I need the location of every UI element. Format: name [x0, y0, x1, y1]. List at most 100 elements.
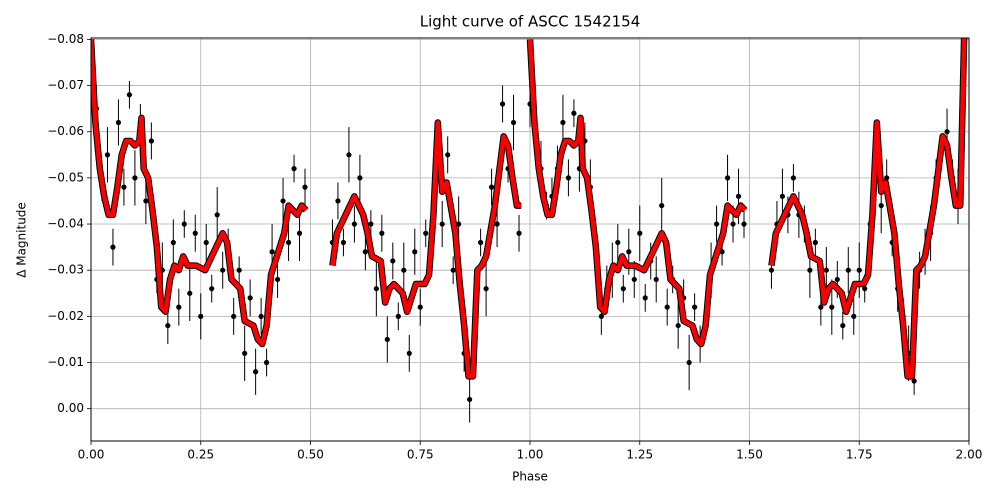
data-point — [692, 293, 698, 321]
point — [884, 175, 890, 181]
point — [571, 110, 577, 116]
data-point — [181, 210, 187, 238]
data-point — [856, 242, 862, 298]
data-point — [231, 297, 237, 335]
point — [653, 276, 659, 283]
plot-area — [91, 38, 968, 423]
data-point — [390, 242, 396, 280]
data-point — [724, 154, 731, 201]
point — [615, 239, 621, 246]
point — [269, 249, 275, 255]
y-tick-label: −0.04 — [47, 217, 84, 231]
point — [467, 396, 473, 403]
data-point — [675, 302, 681, 349]
point — [280, 198, 286, 204]
data-point — [148, 122, 154, 160]
data-point — [571, 99, 577, 128]
data-point — [812, 228, 818, 257]
data-point — [417, 288, 423, 326]
data-point — [653, 256, 659, 303]
point — [115, 119, 122, 126]
point — [713, 221, 720, 227]
point — [730, 221, 736, 227]
point — [132, 175, 138, 181]
data-point — [423, 219, 429, 248]
point — [423, 230, 429, 236]
data-point — [445, 136, 451, 174]
point — [735, 193, 742, 199]
data-point — [198, 293, 204, 340]
point — [264, 359, 270, 366]
y-tick-label: −0.08 — [47, 32, 84, 46]
point — [395, 313, 401, 319]
point — [291, 166, 297, 172]
point — [829, 304, 835, 310]
point — [198, 313, 204, 319]
point — [302, 184, 308, 190]
data-point — [126, 80, 133, 109]
x-tick-label: 1.50 — [736, 448, 763, 462]
data-point — [346, 127, 352, 183]
point — [642, 295, 648, 301]
x-axis-label: Phase — [512, 470, 548, 484]
point — [779, 193, 786, 199]
point — [823, 267, 829, 273]
point — [406, 350, 412, 356]
point — [450, 267, 456, 273]
point — [724, 175, 731, 181]
y-tick-label: −0.06 — [47, 124, 84, 138]
point — [483, 286, 489, 292]
data-point — [664, 288, 670, 326]
point — [110, 244, 116, 250]
data-point — [121, 168, 127, 206]
x-tick-label: 1.25 — [626, 448, 653, 462]
data-point — [637, 205, 643, 261]
grid — [90, 38, 970, 441]
point — [499, 101, 506, 107]
data-point — [176, 288, 182, 326]
data-point — [467, 376, 473, 423]
point — [384, 336, 390, 343]
point — [242, 350, 248, 356]
point — [203, 239, 209, 246]
point — [741, 221, 747, 227]
data-point — [132, 150, 138, 206]
data-point — [620, 274, 626, 303]
point — [253, 369, 259, 375]
y-tick-label: −0.02 — [47, 309, 84, 323]
data-point — [291, 154, 297, 183]
point — [236, 267, 242, 273]
point — [357, 175, 363, 181]
data-point — [499, 85, 506, 123]
data-point — [483, 260, 489, 317]
point — [878, 202, 884, 209]
point — [851, 313, 857, 319]
data-point — [659, 177, 665, 234]
data-point — [713, 205, 720, 243]
point — [401, 267, 407, 273]
data-point — [851, 297, 857, 335]
data-point — [242, 325, 248, 381]
data-point — [642, 284, 648, 312]
data-point — [510, 94, 517, 151]
data-point — [247, 279, 253, 317]
data-point — [516, 214, 522, 252]
point — [121, 184, 127, 190]
point — [478, 239, 484, 246]
point — [856, 267, 862, 273]
point — [692, 304, 698, 310]
point — [126, 92, 133, 98]
y-tick-label: −0.07 — [47, 78, 84, 92]
point — [390, 258, 396, 264]
point — [340, 239, 347, 246]
data-point — [110, 228, 116, 266]
point — [686, 359, 692, 366]
x-tick-label: 0.25 — [187, 448, 214, 462]
data-point — [340, 228, 347, 257]
data-point — [488, 168, 495, 206]
point — [790, 175, 797, 181]
data-point — [362, 233, 368, 271]
point — [620, 286, 626, 292]
point — [170, 239, 176, 246]
